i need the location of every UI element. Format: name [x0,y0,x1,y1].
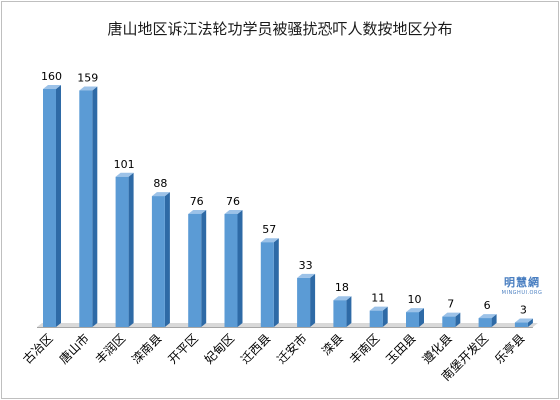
bar-side-0 [56,85,61,327]
category-label-9: 丰南区 [346,331,382,367]
data-label-3: 88 [153,177,167,190]
bar-side-3 [164,192,170,327]
bar-top-7 [297,273,316,278]
data-label-1: 159 [77,71,98,84]
bar-4 [188,213,202,327]
category-label-4: 开平区 [165,331,200,366]
watermark-url-text: MINGHUI.ORG [501,290,543,296]
bar-top-4 [188,209,207,214]
watermark-logo-text: 明慧網 [504,276,540,289]
data-label-11: 7 [447,298,454,311]
category-label-1: 唐山市 [56,331,92,367]
bar-side-6 [273,238,279,327]
bar-top-13 [514,318,533,323]
bar-11 [442,316,456,327]
category-label-5: 妃甸区 [202,331,237,366]
data-label-6: 57 [262,223,276,236]
category-label-8: 滦县 [318,331,346,359]
bar-top-8 [333,296,352,301]
data-label-4: 76 [190,195,204,208]
bar-top-2 [115,172,134,177]
bar-top-1 [79,86,98,91]
data-label-10: 10 [408,293,422,306]
bar-side-2 [128,172,134,327]
bar-1 [79,90,93,327]
bar-top-5 [224,209,243,214]
category-label-3: 滦南县 [128,331,164,367]
bar-5 [224,213,238,327]
bar-6 [260,242,274,327]
category-label-11: 遵化县 [419,331,455,367]
category-label-0: 古冶区 [20,331,56,367]
data-label-12: 6 [484,299,491,312]
bar-8 [333,300,347,327]
bar-top-9 [369,306,388,311]
bar-top-11 [442,312,461,317]
category-label-6: 迁西县 [238,331,273,366]
data-label-13: 3 [520,304,527,317]
bar-side-1 [92,86,98,327]
bar-side-4 [201,209,207,327]
chart-title: 唐山地区诉江法轮功学员被骚扰恐吓人数按地区分布 [107,20,453,38]
bar-side-7 [310,273,316,327]
bar-side-5 [237,209,243,327]
data-label-0: 160 [41,70,62,83]
bar-side-11 [455,312,461,327]
bar-top-12 [478,314,497,319]
data-label-8: 18 [335,281,349,294]
category-label-7: 迁安市 [274,331,310,367]
bar-3 [151,196,165,327]
category-label-13: 乐亭县 [491,331,527,367]
data-label-2: 101 [114,158,135,171]
bar-13 [514,322,528,327]
bar-side-10 [419,308,424,327]
bar-top-6 [260,238,279,243]
bar-9 [369,310,383,327]
data-label-7: 33 [299,259,313,272]
bar-side-8 [346,296,352,327]
bar-top-0 [43,85,61,89]
chart-floor [37,323,538,327]
bar-side-13 [527,318,533,327]
bar-7 [297,277,311,327]
bar-0 [43,89,56,327]
bar-10 [406,312,419,327]
bar-2 [115,176,129,327]
minghui-watermark: 明慧網 MINGHUI.ORG [492,274,552,296]
bar-12 [478,318,492,327]
bar-side-12 [491,314,497,327]
bar-top-10 [406,308,424,313]
category-label-10: 玉田县 [383,331,418,366]
data-label-9: 11 [371,292,385,305]
bar-top-3 [151,192,170,197]
bar-side-9 [382,306,388,327]
data-label-5: 76 [226,195,240,208]
category-label-2: 丰润区 [93,331,128,366]
